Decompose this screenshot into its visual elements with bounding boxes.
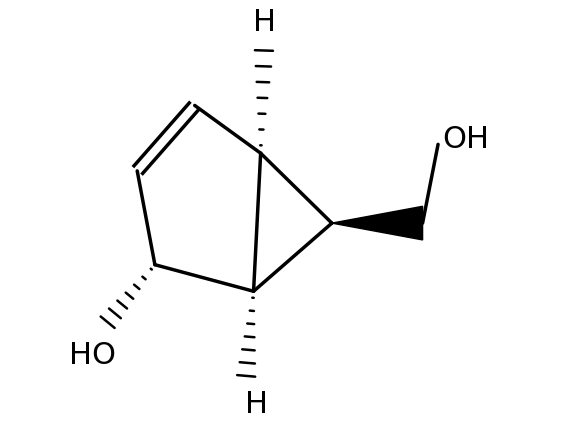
Text: H: H xyxy=(245,390,268,419)
Text: HO: HO xyxy=(70,341,116,370)
Text: OH: OH xyxy=(442,125,490,155)
Text: H: H xyxy=(253,8,276,37)
Polygon shape xyxy=(332,206,423,240)
